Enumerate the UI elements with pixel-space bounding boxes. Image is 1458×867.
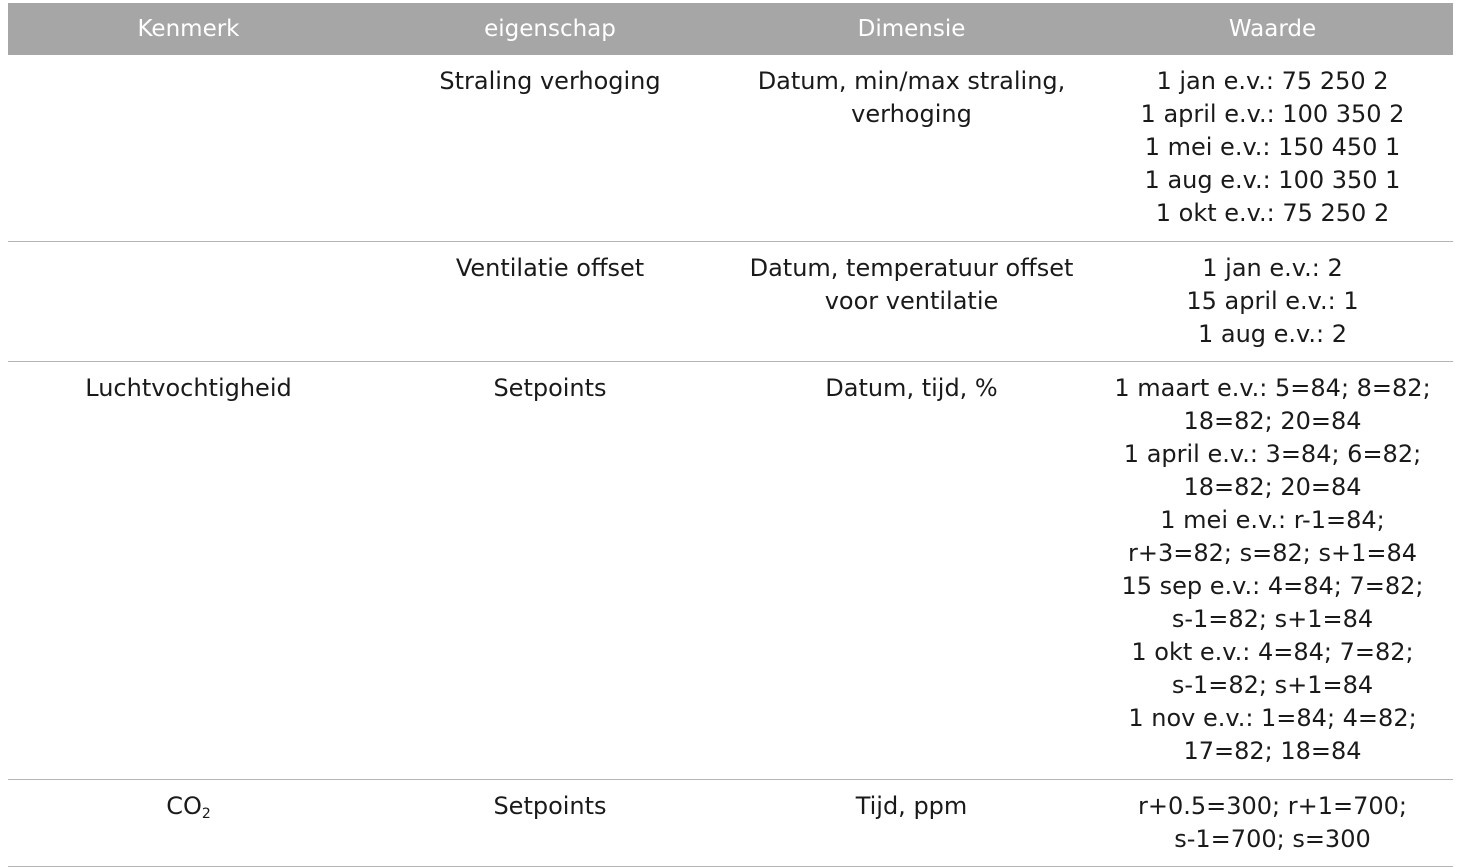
cell-eigenschap: Ventilatie offset [455,254,645,282]
cell-kenmerk: Luchtvochtigheid [85,374,292,402]
cell-dimensie: Datum, min/max straling, verhoging [731,55,1092,241]
cell-dimensie: Datum, temperatuur offset voor ventilati… [731,242,1092,361]
dimensie-line: Datum, temperatuur offset [749,254,1074,282]
waarde-line: s-1=700; s=300 [1174,825,1371,853]
table-row: Ventilatie offset Datum, temperatuur off… [8,242,1453,362]
dimensie-line: Tijd, ppm [855,792,968,820]
cell-waarde: 1 maart e.v.: 5=84; 8=82; 18=82; 20=84 1… [1092,362,1453,779]
waarde-line: 1 okt e.v.: 4=84; 7=82; [1131,638,1414,666]
cell-waarde: 1 jan e.v.: 2 15 april e.v.: 1 1 aug e.v… [1092,242,1453,361]
cell-eigenschap: Straling verhoging [439,67,661,95]
table-row: Luchtvochtigheid Setpoints Datum, tijd, … [8,362,1453,780]
waarde-line: 1 april e.v.: 100 350 2 [1140,100,1405,128]
cell-kenmerk: CO2 [8,780,369,866]
table-header: Kenmerk eigenschap Dimensie Waarde [8,3,1453,55]
co2-subscript: 2 [201,806,211,822]
co2-label: CO [166,792,202,820]
waarde-line: r+3=82; s=82; s+1=84 [1127,539,1417,567]
data-table: Kenmerk eigenschap Dimensie Waarde Stral… [8,3,1453,867]
waarde-line: r+0.5=300; r+1=700; [1137,792,1408,820]
header-waarde: Waarde [1228,16,1317,42]
waarde-line: 1 okt e.v.: 75 250 2 [1155,199,1390,227]
waarde-line: 1 jan e.v.: 2 [1202,254,1343,282]
header-dimensie: Dimensie [857,16,966,42]
cell-kenmerk [8,242,369,361]
waarde-line: 1 nov e.v.: 1=84; 4=82; [1128,704,1417,732]
waarde-line: 1 jan e.v.: 75 250 2 [1156,67,1389,95]
table-row: CO2 Setpoints Tijd, ppm r+0.5=300; r+1=7… [8,780,1453,867]
cell-kenmerk [8,55,369,241]
waarde-line: 15 sep e.v.: 4=84; 7=82; [1121,572,1424,600]
waarde-line: 15 april e.v.: 1 [1186,287,1359,315]
waarde-line: 1 aug e.v.: 2 [1197,320,1348,348]
waarde-line: 17=82; 18=84 [1183,737,1362,765]
waarde-line: 18=82; 20=84 [1183,473,1362,501]
table-row: Straling verhoging Datum, min/max strali… [8,55,1453,242]
waarde-line: 1 aug e.v.: 100 350 1 [1144,166,1401,194]
waarde-line: s-1=82; s+1=84 [1171,671,1374,699]
header-eigenschap: eigenschap [484,16,616,42]
cell-eigenschap: Setpoints [493,792,607,820]
waarde-line: 1 mei e.v.: 150 450 1 [1144,133,1401,161]
cell-dimensie: Datum, tijd, % [731,362,1092,779]
dimensie-line: verhoging [851,100,972,128]
waarde-line: 1 april e.v.: 3=84; 6=82; [1123,440,1422,468]
header-kenmerk: Kenmerk [137,16,240,42]
waarde-line: s-1=82; s+1=84 [1171,605,1374,633]
dimensie-line: Datum, min/max straling, [757,67,1066,95]
dimensie-line: voor ventilatie [824,287,999,315]
cell-waarde: r+0.5=300; r+1=700; s-1=700; s=300 [1092,780,1453,866]
waarde-line: 18=82; 20=84 [1183,407,1362,435]
waarde-line: 1 maart e.v.: 5=84; 8=82; [1114,374,1431,402]
cell-eigenschap: Setpoints [493,374,607,402]
cell-waarde: 1 jan e.v.: 75 250 2 1 april e.v.: 100 3… [1092,55,1453,241]
cell-dimensie: Tijd, ppm [731,780,1092,866]
dimensie-line: Datum, tijd, % [825,374,998,402]
waarde-line: 1 mei e.v.: r-1=84; [1160,506,1385,534]
